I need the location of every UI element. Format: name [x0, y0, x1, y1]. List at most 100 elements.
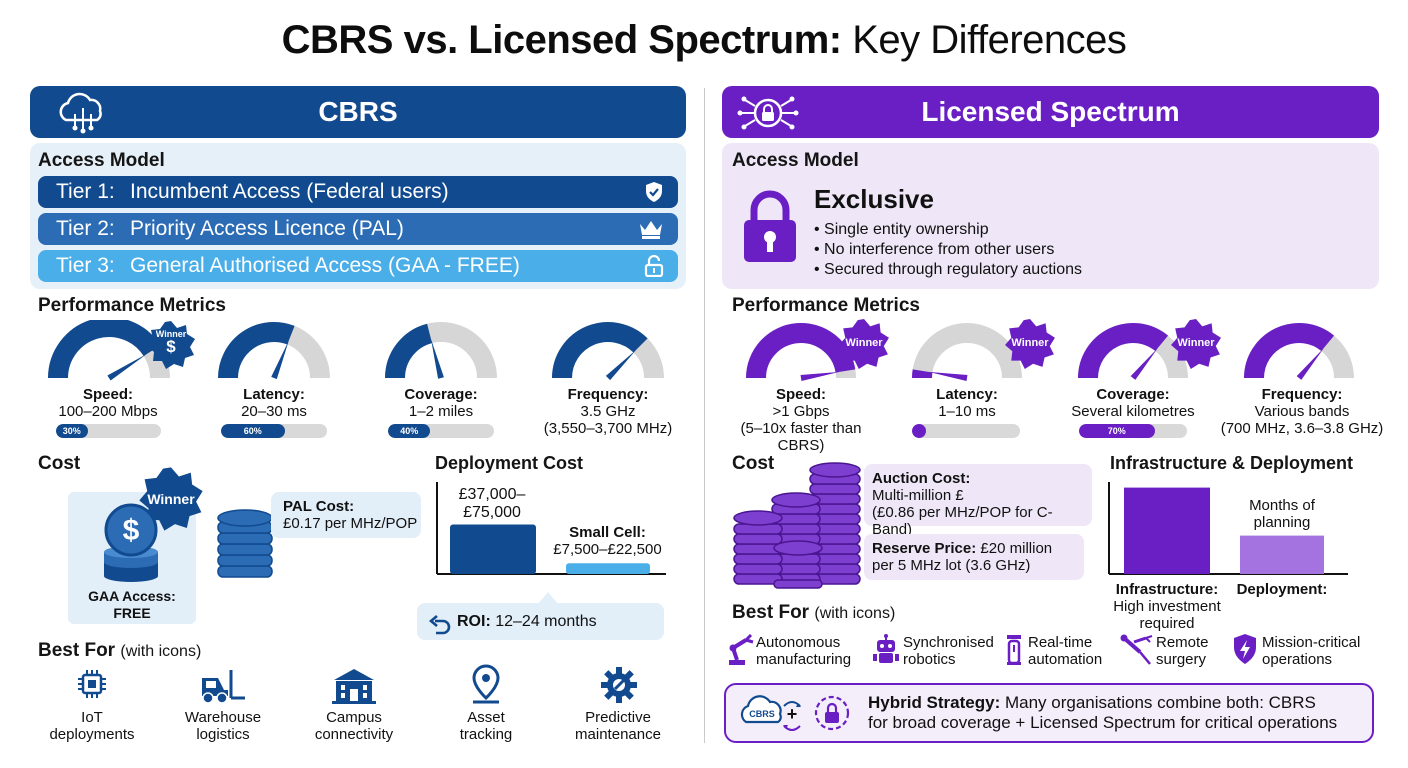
cbrs-cost-winner-badge: Winner [138, 466, 204, 532]
cbrs-frequency-label: Frequency: 3.5 GHz (3,550–3,700 MHz) [543, 386, 673, 437]
licensed-access-heading: Access Model [732, 150, 859, 171]
deployment-cost-heading: Deployment Cost [435, 453, 584, 473]
cbrs-speed-bar: 30% [56, 424, 161, 438]
svg-text:+: + [787, 704, 798, 724]
gauge-fill [746, 323, 856, 379]
shield-check-icon [644, 181, 664, 213]
licensed-best-for-heading: Best For (with icons) [732, 602, 896, 623]
frequency-gauge [552, 322, 664, 381]
gauge-needle [605, 349, 637, 381]
deployment-bar-1-label: £37,000– £75,000 [458, 486, 526, 521]
latency-gauge [912, 323, 1022, 381]
chip-icon [76, 668, 108, 705]
robot-arm-icon [726, 633, 756, 671]
licensed-coverage-bar: 70% [1079, 424, 1187, 438]
best-for-remote-surgery: Remote surgery [1156, 634, 1209, 668]
gauge-fill [912, 369, 933, 379]
infrastructure-bar-label: Infrastructure: High investment required [1113, 581, 1221, 632]
best-for-synchronised-robotics: Synchronised robotics [903, 634, 994, 668]
cbrs-latency-bar: 60% [221, 424, 327, 438]
lock-network-icon [736, 92, 800, 141]
gauge-needle [928, 371, 968, 381]
gauge-fill [48, 317, 161, 379]
best-for-iot: IoT deployments [49, 709, 135, 743]
deployment-bar-label: Deployment: [1236, 581, 1328, 598]
cbrs-metric-latency [218, 320, 330, 387]
best-for-warehouse: Warehouse logistics [184, 709, 262, 743]
unlock-icon [644, 254, 664, 287]
tier-2-pal: Tier 2: Priority Access Licence (PAL) [38, 213, 678, 245]
coverage-gauge [1078, 323, 1188, 380]
deployment-top-label: Months of planning [1249, 497, 1315, 531]
location-pin-icon [470, 664, 502, 709]
best-for-asset-tracking: Asset tracking [459, 709, 513, 743]
pal-cost-callout: PAL Cost: £0.17 per MHz/POP [271, 492, 421, 538]
cloud-network-icon [52, 92, 114, 141]
hybrid-strategy-text: Hybrid Strategy: Many organisations comb… [868, 693, 1338, 732]
reserve-price-callout: Reserve Price: £20 million per 5 MHz lot… [864, 534, 1084, 580]
gauge-needle [271, 340, 289, 380]
cbrs-access-heading: Access Model [38, 150, 165, 171]
cbrs-coverage-label: Coverage: 1–2 miles [404, 386, 478, 420]
gauge-needle [107, 353, 147, 381]
licensed-banner: Licensed Spectrum [722, 86, 1379, 138]
svg-text:$: $ [123, 514, 140, 547]
licensed-access-panel [722, 143, 1379, 289]
forklift-icon [198, 668, 248, 709]
gauge-fill [552, 322, 648, 379]
coverage-gauge [385, 322, 497, 379]
gauge-needle [800, 371, 840, 381]
hybrid-cbrs-text: CBRS [749, 709, 775, 719]
gauge-fill [1244, 323, 1335, 379]
infra-bar-1 [1124, 487, 1210, 574]
infrastructure-chart [1108, 482, 1348, 575]
dollar-coins-icon: $ [100, 500, 162, 589]
licensed-coverage-label: Coverage: Several kilometres [1071, 386, 1195, 420]
deploy-bar-1 [450, 524, 536, 574]
padlock-icon [740, 190, 800, 269]
cbrs-best-for-heading: Best For (with icons) [38, 640, 202, 661]
shield-bolt-icon [1232, 633, 1258, 670]
roi-pointer [538, 592, 558, 604]
page-title: CBRS vs. Licensed Spectrum: Key Differen… [281, 18, 1127, 62]
gauge-fill [385, 323, 433, 379]
deploy-bar-2 [566, 563, 650, 574]
exclusive-title: Exclusive [814, 184, 934, 214]
campus-building-icon [331, 666, 377, 709]
cbrs-performance-heading: Performance Metrics [38, 295, 226, 316]
gauge-needle [1296, 347, 1324, 380]
cbrs-latency-label: Latency: 20–30 ms [241, 386, 307, 420]
licensed-speed-winner-badge: Winner [838, 318, 890, 370]
licensed-metric-coverage [1078, 320, 1188, 387]
licensed-speed-label: Speed: >1 Gbps (5–10x faster than CBRS) [740, 386, 862, 454]
surgery-robot-icon [1120, 634, 1156, 671]
dollar-icon: $ [166, 337, 176, 356]
cbrs-banner: CBRS [30, 86, 686, 138]
undo-arrow-icon [428, 612, 451, 649]
gear-wrench-icon [600, 666, 638, 709]
auction-cost-callout: Auction Cost: Multi-million £ (£0.86 per… [864, 464, 1092, 538]
cbrs-speed-winner-badge: Winner $ [146, 320, 196, 370]
crown-icon [638, 218, 664, 250]
tier-1-incumbent: Tier 1: Incumbent Access (Federal users) [38, 176, 678, 208]
licensed-coverage-winner-badge: Winner [1170, 318, 1222, 370]
exclusive-bullets: • Single entity ownership • No interfere… [814, 221, 1082, 278]
roi-callout: ROI: 12–24 months [417, 603, 664, 640]
coin-stack-icon [214, 506, 276, 589]
latency-gauge [218, 322, 330, 380]
deployment-bar-2-label: Small Cell: £7,500–£22,500 [553, 524, 662, 558]
licensed-metric-speed [746, 320, 856, 387]
licensed-latency-label: Latency: 1–10 ms [936, 386, 998, 420]
cbrs-metric-coverage [385, 320, 497, 387]
gauge-track [912, 323, 1022, 379]
cbrs-speed-label: Speed: 100–200 Mbps [58, 386, 158, 420]
gauge-fill [1078, 323, 1169, 379]
stopwatch-icon [1004, 634, 1024, 671]
licensed-cost-heading: Cost [732, 453, 775, 474]
licensed-latency-bar [912, 424, 1020, 438]
gauge-fill [218, 322, 295, 379]
deployment-cost-chart [436, 482, 666, 575]
best-for-realtime-automation: Real-time automation [1028, 634, 1103, 668]
licensed-performance-heading: Performance Metrics [732, 295, 920, 316]
best-for-predictive-maintenance: Predictive maintenance [575, 709, 661, 743]
